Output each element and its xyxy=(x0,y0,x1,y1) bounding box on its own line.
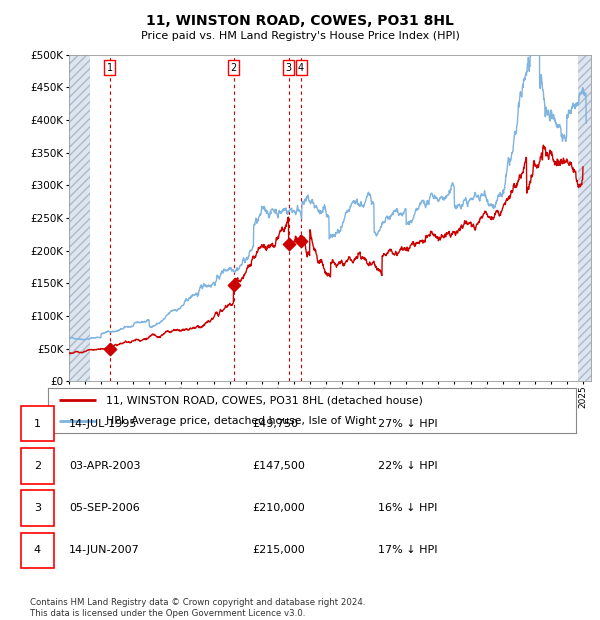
Text: 16% ↓ HPI: 16% ↓ HPI xyxy=(378,503,437,513)
Text: 22% ↓ HPI: 22% ↓ HPI xyxy=(378,461,437,471)
Text: 05-SEP-2006: 05-SEP-2006 xyxy=(69,503,140,513)
Text: 17% ↓ HPI: 17% ↓ HPI xyxy=(378,545,437,556)
Text: 1: 1 xyxy=(107,63,113,73)
Text: 14-JUN-2007: 14-JUN-2007 xyxy=(69,545,140,556)
Point xyxy=(296,236,306,246)
Text: 4: 4 xyxy=(298,63,304,73)
Text: This data is licensed under the Open Government Licence v3.0.: This data is licensed under the Open Gov… xyxy=(30,609,305,618)
Point xyxy=(105,344,115,354)
Text: 2: 2 xyxy=(34,461,41,471)
Text: 14-JUL-1995: 14-JUL-1995 xyxy=(69,418,137,429)
Text: 11, WINSTON ROAD, COWES, PO31 8HL (detached house): 11, WINSTON ROAD, COWES, PO31 8HL (detac… xyxy=(106,395,423,405)
Text: £215,000: £215,000 xyxy=(252,545,305,556)
Text: HPI: Average price, detached house, Isle of Wight: HPI: Average price, detached house, Isle… xyxy=(106,417,376,427)
Text: £49,750: £49,750 xyxy=(252,418,298,429)
Text: 1: 1 xyxy=(34,418,41,429)
Text: £210,000: £210,000 xyxy=(252,503,305,513)
Text: 11, WINSTON ROAD, COWES, PO31 8HL: 11, WINSTON ROAD, COWES, PO31 8HL xyxy=(146,14,454,28)
Text: 2: 2 xyxy=(230,63,237,73)
Text: Price paid vs. HM Land Registry's House Price Index (HPI): Price paid vs. HM Land Registry's House … xyxy=(140,31,460,41)
Text: 3: 3 xyxy=(286,63,292,73)
Text: Contains HM Land Registry data © Crown copyright and database right 2024.: Contains HM Land Registry data © Crown c… xyxy=(30,598,365,607)
Text: 3: 3 xyxy=(34,503,41,513)
Text: £147,500: £147,500 xyxy=(252,461,305,471)
Text: 03-APR-2003: 03-APR-2003 xyxy=(69,461,140,471)
Point xyxy=(229,280,238,290)
Point xyxy=(284,239,293,249)
Text: 27% ↓ HPI: 27% ↓ HPI xyxy=(378,418,437,429)
Text: 4: 4 xyxy=(34,545,41,556)
